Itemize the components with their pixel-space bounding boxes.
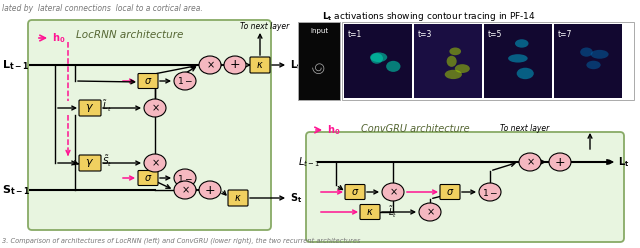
Text: Input: Input [310,28,328,34]
Text: To next layer: To next layer [500,124,550,133]
Text: $1-$: $1-$ [177,173,193,184]
Ellipse shape [447,56,457,67]
Text: $\times$: $\times$ [426,207,435,217]
Ellipse shape [455,64,470,73]
Ellipse shape [591,50,609,59]
Ellipse shape [516,68,534,79]
Bar [554,24,622,98]
Text: $\kappa$: $\kappa$ [234,193,242,203]
Text: $\mathbf{L_t}$: $\mathbf{L_t}$ [290,58,301,72]
FancyBboxPatch shape [345,185,365,199]
Text: $\mathbf{S_t}$: $\mathbf{S_t}$ [290,191,302,205]
Ellipse shape [370,52,387,62]
Text: lated by  lateral connections  local to a cortical area.: lated by lateral connections local to a … [2,4,203,13]
Ellipse shape [224,56,246,74]
Text: $\mathbf{L_t}$: $\mathbf{L_t}$ [618,155,629,169]
Ellipse shape [479,183,501,201]
Text: $\tilde{L}_t$: $\tilde{L}_t$ [102,98,112,114]
Text: $\mathbf{h_0}$: $\mathbf{h_0}$ [327,123,340,137]
Text: $\gamma$: $\gamma$ [86,102,95,114]
Ellipse shape [144,154,166,172]
Text: $\times$: $\times$ [150,103,159,113]
Text: $L_{t-1}$: $L_{t-1}$ [298,155,320,169]
Ellipse shape [586,61,601,69]
Ellipse shape [549,153,571,171]
Text: $\times$: $\times$ [388,187,397,197]
Text: $\sigma$: $\sigma$ [351,187,359,197]
Text: To next layer: To next layer [241,22,290,31]
FancyBboxPatch shape [360,205,380,219]
FancyBboxPatch shape [138,171,158,186]
Ellipse shape [174,169,196,187]
Bar [414,24,482,98]
Text: $\sigma$: $\sigma$ [144,76,152,86]
Ellipse shape [508,54,527,62]
Text: $\gamma$: $\gamma$ [86,157,95,169]
Ellipse shape [515,39,529,48]
FancyBboxPatch shape [138,73,158,89]
Text: $\times$: $\times$ [180,185,189,195]
FancyBboxPatch shape [250,57,270,73]
FancyBboxPatch shape [228,190,248,206]
Text: $\mathbf{L_t}$ activations showing contour tracing in PF-14: $\mathbf{L_t}$ activations showing conto… [322,10,536,23]
Text: ConvGRU architecture: ConvGRU architecture [361,124,469,134]
Text: $\tilde{S}_t$: $\tilde{S}_t$ [102,153,113,169]
FancyBboxPatch shape [306,132,624,242]
Bar [342,22,634,100]
Text: $\sigma$: $\sigma$ [144,173,152,183]
Ellipse shape [199,181,221,199]
Text: $\sigma$: $\sigma$ [446,187,454,197]
Text: 3. Comparison of architectures of LocRNN (left) and ConvGRU (lower right), the t: 3. Comparison of architectures of LocRNN… [2,237,360,244]
Ellipse shape [449,48,461,55]
Text: $\times$: $\times$ [150,158,159,168]
Text: t=3: t=3 [418,30,433,39]
Ellipse shape [519,153,541,171]
Ellipse shape [445,70,462,79]
FancyBboxPatch shape [79,155,101,171]
Text: $1-$: $1-$ [482,186,498,197]
Ellipse shape [419,203,441,221]
Ellipse shape [382,183,404,201]
Bar [484,24,552,98]
Text: $\times$: $\times$ [525,157,534,167]
Text: $+$: $+$ [554,155,566,168]
FancyBboxPatch shape [79,100,101,116]
FancyBboxPatch shape [440,185,460,199]
Text: $+$: $+$ [229,59,241,71]
Ellipse shape [580,48,593,57]
Bar [344,24,412,98]
Text: $+$: $+$ [204,184,216,196]
Text: $\mathbf{S_{t-1}}$: $\mathbf{S_{t-1}}$ [2,183,30,197]
Text: LocRNN architecture: LocRNN architecture [76,30,184,40]
Ellipse shape [371,53,383,64]
Ellipse shape [174,72,196,90]
Text: $- \tilde{L}_t$: $- \tilde{L}_t$ [381,204,397,219]
Text: t=1: t=1 [348,30,362,39]
Text: $\kappa$: $\kappa$ [366,207,374,217]
Ellipse shape [144,99,166,117]
Ellipse shape [199,56,221,74]
Text: $1-$: $1-$ [177,75,193,87]
Text: $\mathbf{h_0}$: $\mathbf{h_0}$ [52,31,65,45]
Text: $\times$: $\times$ [205,60,214,70]
Ellipse shape [386,61,401,72]
Text: t=5: t=5 [488,30,502,39]
FancyBboxPatch shape [28,20,271,230]
Text: $\kappa$: $\kappa$ [256,60,264,70]
Text: t=7: t=7 [558,30,572,39]
Text: $\mathbf{L_{t-1}}$: $\mathbf{L_{t-1}}$ [2,58,29,72]
Bar [298,22,340,100]
Ellipse shape [174,181,196,199]
